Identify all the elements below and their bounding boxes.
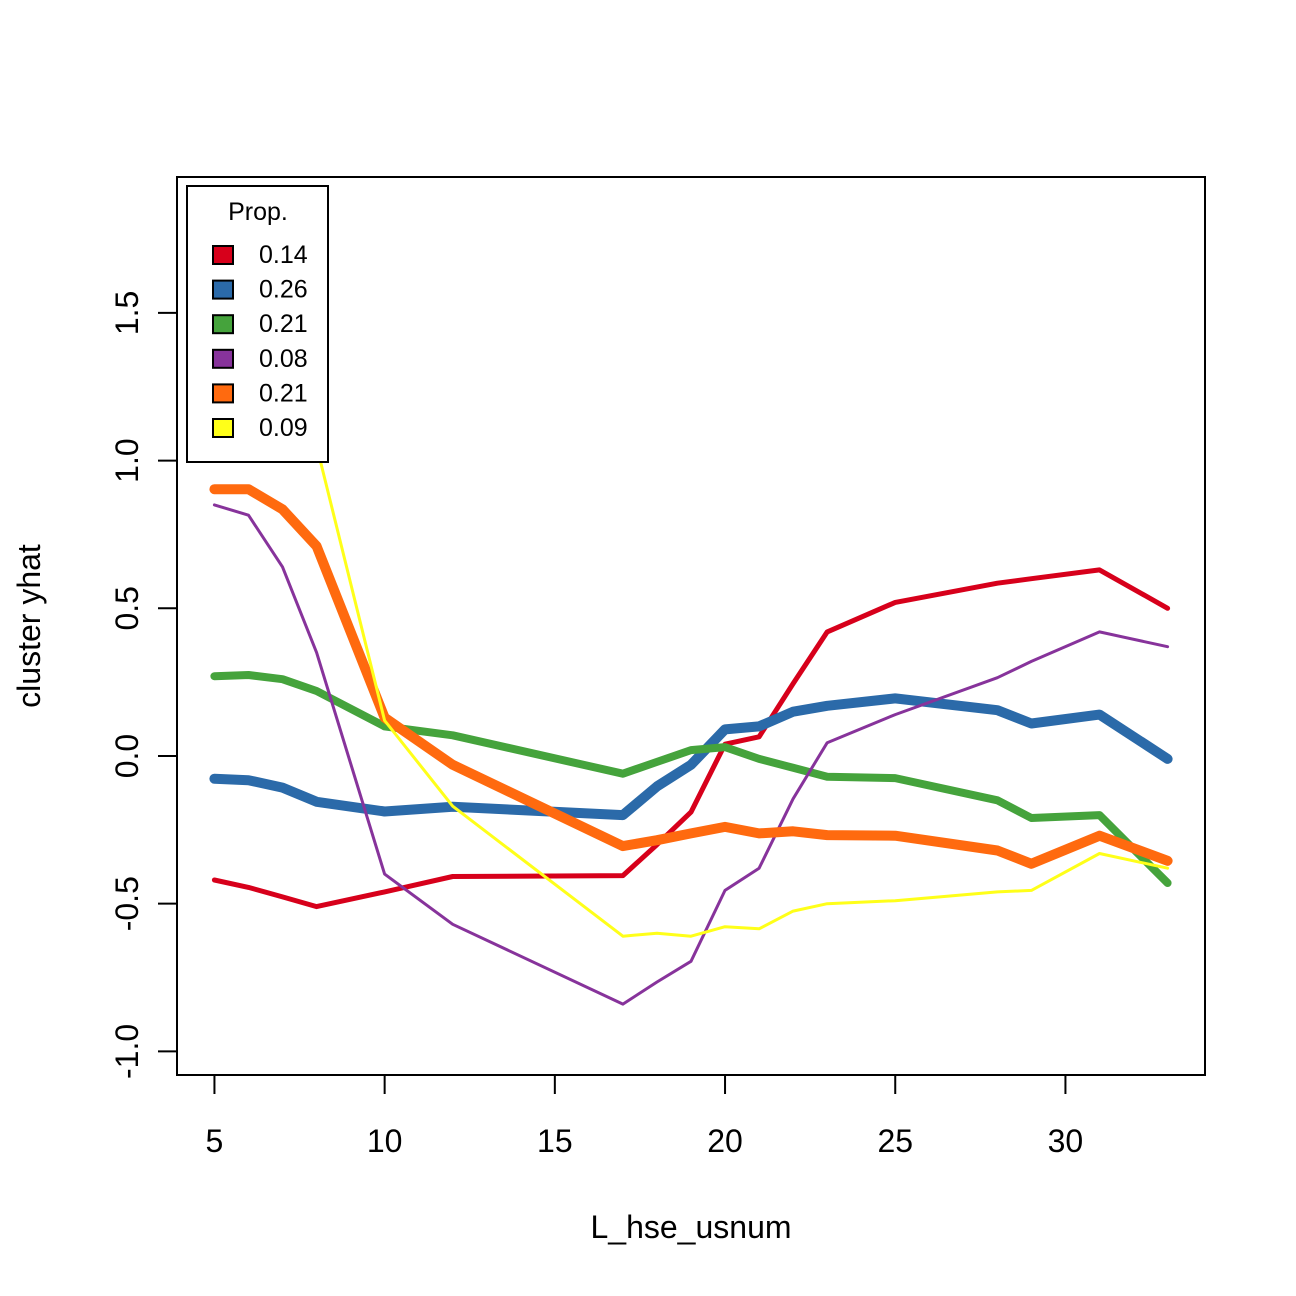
series-line-3	[210, 671, 1172, 887]
legend-label: 0.08	[259, 345, 308, 373]
y-axis-title: cluster yhat	[11, 544, 47, 708]
series-line-1	[211, 567, 1171, 910]
x-tick-label: 30	[1048, 1123, 1084, 1159]
y-axis: -1.0 -0.5 0.0 0.5 1.0 1.5	[109, 291, 178, 1079]
x-tick-label: 10	[367, 1123, 403, 1159]
legend-swatch	[212, 418, 234, 438]
x-tick-label: 25	[877, 1123, 913, 1159]
y-tick-label: 0.0	[109, 734, 145, 778]
legend-items: 0.14 0.26 0.21 0.08 0.21 0.09	[212, 241, 308, 442]
x-axis-title: L_hse_usnum	[590, 1209, 791, 1245]
legend-title: Prop.	[228, 198, 288, 226]
x-axis: 5 10 15 20 25 30	[206, 1074, 1084, 1159]
x-tick-label: 5	[206, 1123, 224, 1159]
series-line-6	[315, 444, 1170, 938]
legend-swatch	[212, 383, 234, 404]
legend-label: 0.26	[259, 276, 308, 304]
legend-label: 0.09	[259, 414, 308, 442]
legend-label: 0.21	[259, 310, 308, 338]
legend: Prop. 0.14 0.26 0.21 0.08 0.21 0.09	[186, 185, 329, 463]
y-tick-label: -1.0	[109, 1024, 145, 1079]
legend-swatch	[212, 314, 234, 335]
legend-box	[186, 185, 329, 463]
y-tick-label: 1.0	[109, 438, 145, 482]
series-layer	[209, 444, 1173, 1006]
y-tick-label: 1.5	[109, 291, 145, 335]
legend-swatch	[212, 245, 234, 265]
series-line-5	[209, 484, 1173, 869]
x-tick-label: 20	[707, 1123, 743, 1159]
x-tick-label: 15	[537, 1123, 573, 1159]
legend-label: 0.21	[259, 379, 308, 407]
series-line-4	[212, 503, 1170, 1006]
legend-label: 0.14	[259, 241, 308, 269]
legend-swatch	[212, 279, 234, 300]
y-tick-label: 0.5	[109, 586, 145, 630]
legend-swatch	[212, 348, 234, 369]
y-tick-label: -0.5	[109, 876, 145, 931]
